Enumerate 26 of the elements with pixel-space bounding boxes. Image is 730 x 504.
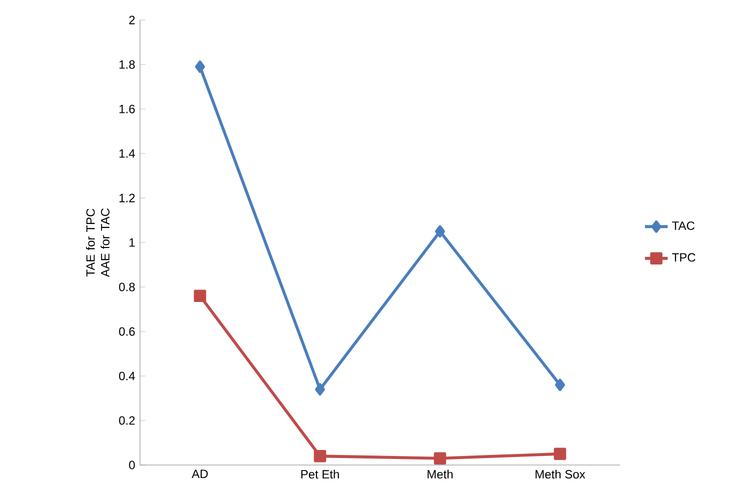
y-tick-label: 1	[130, 238, 135, 247]
point	[435, 225, 445, 238]
point	[195, 60, 205, 73]
x-tick-label: Meth Sox	[536, 470, 586, 479]
legend-label: TAC	[672, 221, 694, 230]
y-axis-title: TAE for TPC AAE for TAC	[86, 208, 110, 278]
point	[434, 452, 446, 464]
point	[554, 448, 566, 460]
y-tick-label: 1.2	[120, 194, 135, 202]
x-tick-label: Pet Eth	[301, 470, 339, 479]
point	[555, 378, 565, 392]
legend-label: TPC	[672, 253, 696, 262]
x-tick-label: Meth	[428, 470, 453, 479]
y-tick-label: 0.8	[119, 282, 135, 292]
point	[194, 290, 206, 302]
y-tick-label: 2	[129, 16, 135, 24]
y-tick-label: 0.2	[119, 416, 135, 425]
y-tick-label: 0.4	[119, 372, 135, 380]
point	[314, 450, 326, 462]
y-tick-label: 1.4	[120, 149, 135, 158]
x-tick-label: AD	[192, 470, 208, 478]
y-tick-label: 1.8	[120, 60, 135, 69]
y-tick-label: 0.6	[119, 327, 135, 336]
point	[315, 383, 325, 396]
y-tick-label: 1.6	[120, 104, 135, 114]
y-tick-label: 0	[129, 460, 135, 470]
